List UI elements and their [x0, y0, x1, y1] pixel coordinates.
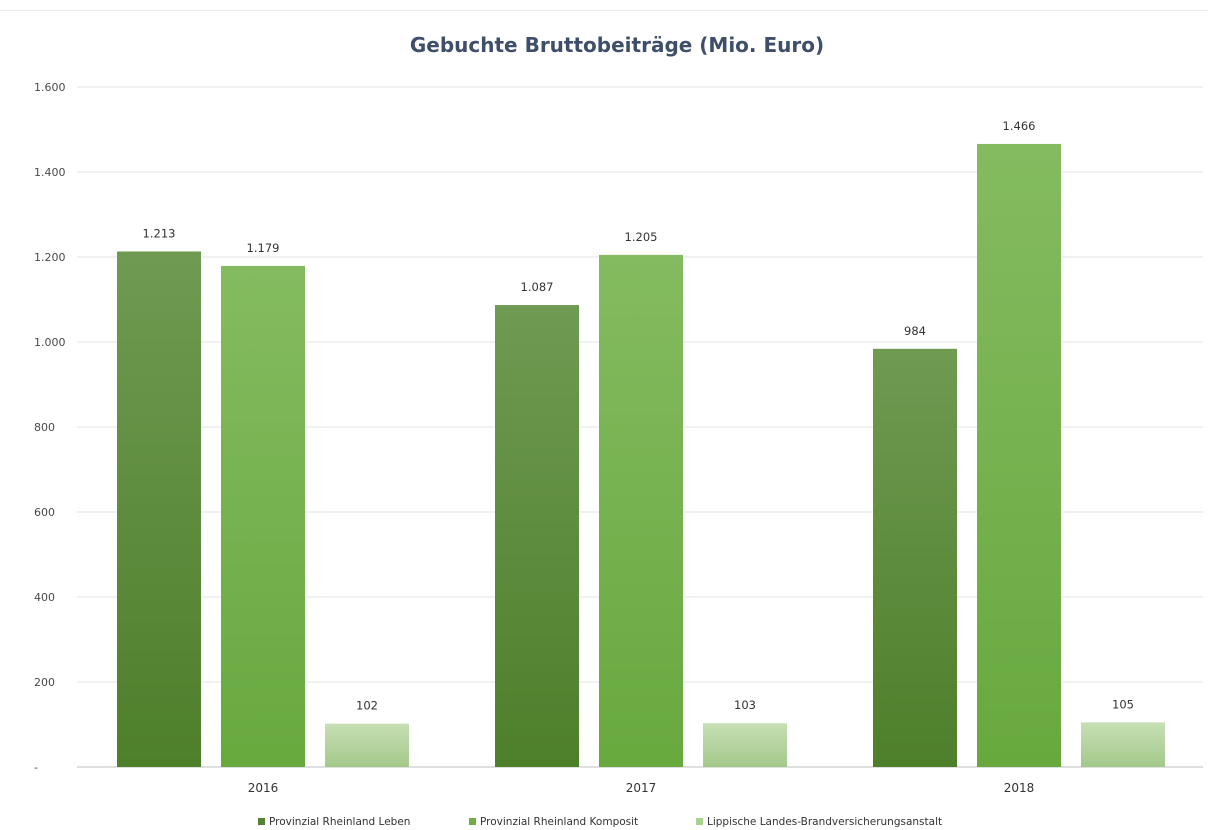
bar-2018-series-1: [977, 143, 1061, 767]
y-tick-label: 1.200: [34, 251, 66, 264]
data-label: 984: [904, 324, 926, 338]
legend-swatch: [258, 818, 265, 825]
data-label: 103: [734, 698, 756, 712]
x-tick-label: 2017: [626, 781, 657, 795]
bar-2017-series-2: [703, 723, 787, 767]
data-label: 102: [356, 699, 378, 713]
bar-2016-series-1: [221, 265, 305, 767]
x-axis-ticks: 2016 2017 2018: [248, 781, 1035, 795]
legend-swatch: [469, 818, 476, 825]
data-label: 105: [1112, 697, 1134, 711]
bar-2016-series-2: [325, 723, 409, 767]
legend: Provinzial Rheinland Leben Provinzial Rhe…: [258, 816, 942, 828]
chart-title: Gebuchte Bruttobeiträge (Mio. Euro): [410, 33, 824, 57]
y-tick-label: 200: [34, 676, 55, 689]
data-label: 1.087: [521, 280, 554, 294]
data-label: 1.466: [1003, 119, 1036, 133]
bar-2016-series-0: [117, 251, 201, 768]
x-tick-label: 2016: [248, 781, 279, 795]
bar-2018-series-0: [873, 348, 957, 767]
data-label: 1.205: [625, 230, 658, 244]
y-tick-label: 1.400: [34, 166, 66, 179]
bar-2018-series-2: [1081, 722, 1165, 767]
top-divider: [0, 10, 1208, 11]
y-tick-label: -: [34, 761, 38, 774]
legend-label: Provinzial Rheinland Leben: [269, 816, 410, 828]
data-labels: 1.213 1.179 102 1.087 1.205 103 984 1.466 105: [143, 119, 1134, 713]
bar-2017-series-1: [599, 254, 683, 767]
y-axis-ticks: - 200 400 600 800 1.000 1.200 1.400 1.600: [34, 81, 66, 774]
y-tick-label: 400: [34, 591, 55, 604]
x-tick-label: 2018: [1004, 781, 1035, 795]
y-tick-label: 800: [34, 421, 55, 434]
y-tick-label: 1.000: [34, 336, 66, 349]
data-label: 1.213: [143, 226, 176, 240]
y-tick-label: 1.600: [34, 81, 66, 94]
legend-label: Lippische Landes-Brandversicherungsansta…: [707, 816, 942, 828]
data-label: 1.179: [247, 241, 280, 255]
y-tick-label: 600: [34, 506, 55, 519]
legend-swatch: [696, 818, 703, 825]
bars: [117, 143, 1165, 768]
bar-2017-series-0: [495, 305, 579, 767]
legend-label: Provinzial Rheinland Komposit: [480, 816, 638, 828]
